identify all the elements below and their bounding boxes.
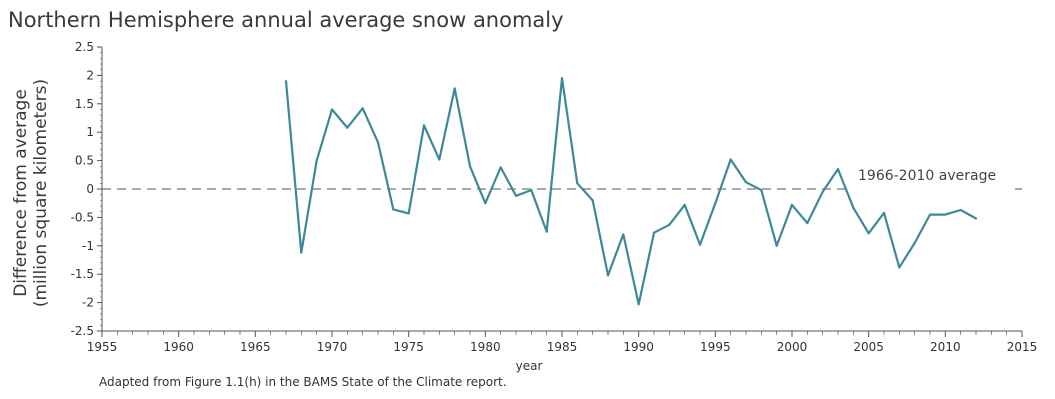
data-point: [637, 303, 640, 306]
data-point: [744, 181, 748, 184]
data-point: [683, 203, 686, 207]
data-point: [560, 77, 564, 80]
y-tick-label: -1.5: [71, 267, 94, 281]
data-point: [790, 203, 794, 207]
data-point: [867, 232, 870, 235]
x-tick-label: 1985: [547, 340, 578, 354]
data-point: [882, 211, 886, 214]
y-tick-label: -0.5: [71, 210, 94, 224]
data-point: [284, 79, 288, 83]
data-point: [346, 126, 349, 129]
data-point: [836, 168, 840, 171]
x-axis-label: year: [516, 359, 543, 373]
data-point: [484, 202, 487, 205]
data-point: [330, 108, 334, 111]
series-line: [284, 77, 977, 306]
y-tick-label: -1: [82, 239, 94, 253]
data-point: [300, 251, 303, 254]
y-axis-label-line2: (million square kilometers): [31, 79, 51, 307]
source-footnote: Adapted from Figure 1.1(h) in the BAMS S…: [99, 375, 507, 389]
data-point: [729, 158, 732, 161]
data-point: [821, 190, 824, 193]
data-point: [928, 213, 932, 216]
y-tick-label: 2: [86, 68, 94, 82]
x-tick-label: 2000: [777, 340, 808, 354]
axes-group: 2.5 2 1.5 1 0.5 0 -0.5 -1 -1.5 -2 -2.5 1955 1960 1965…: [71, 40, 1038, 354]
chart-title: Northern Hemisphere annual average snow …: [8, 8, 564, 32]
data-point: [652, 231, 656, 234]
y-tick-label: 0: [86, 182, 94, 196]
x-tick-label: 1990: [623, 340, 654, 354]
y-tick-label: 1: [86, 125, 94, 139]
data-point: [591, 199, 594, 202]
y-axis-label-line1: Difference from average: [11, 89, 31, 297]
data-point: [606, 274, 610, 277]
x-tick-label: 2005: [853, 340, 884, 354]
data-point: [806, 221, 809, 225]
data-point: [315, 159, 318, 162]
data-point: [913, 241, 916, 245]
data-point: [376, 141, 380, 144]
x-tick-label: 2015: [1007, 340, 1038, 354]
data-point: [622, 233, 625, 236]
x-tick-label: 1970: [317, 340, 348, 354]
data-point: [852, 206, 855, 209]
data-point: [974, 217, 978, 220]
x-tick-label: 1995: [700, 340, 731, 354]
reference-line-label: 1966-2010 average: [858, 168, 996, 184]
data-point: [959, 208, 962, 212]
data-point: [775, 244, 778, 247]
data-point: [576, 182, 579, 185]
data-point: [422, 124, 426, 127]
data-point: [898, 266, 901, 269]
data-point: [530, 189, 533, 192]
data-point: [944, 213, 947, 216]
data-point: [760, 189, 763, 192]
y-tick-label: 2.5: [75, 40, 94, 54]
data-point: [698, 243, 702, 246]
data-point: [668, 223, 671, 226]
y-tick-label: -2: [82, 296, 94, 310]
data-point: [407, 212, 410, 215]
data-point: [514, 194, 518, 197]
data-point: [392, 208, 395, 211]
data-point: [453, 87, 456, 90]
y-tick-label: -2.5: [71, 324, 94, 338]
x-tick-label: 1965: [240, 340, 271, 354]
x-tick-label: 1960: [163, 340, 194, 354]
x-tick-label: 1975: [393, 340, 424, 354]
x-tick-label: 2010: [930, 340, 961, 354]
data-point: [714, 202, 717, 205]
y-tick-label: 0.5: [75, 154, 94, 168]
data-point: [361, 107, 364, 110]
data-point: [438, 158, 441, 161]
y-axis-label: Difference from average (million square …: [11, 79, 51, 307]
x-tick-label: 1955: [87, 340, 118, 354]
series-group: [284, 77, 978, 306]
x-tick-label: 1980: [470, 340, 501, 354]
data-point: [545, 230, 548, 233]
data-point: [499, 166, 502, 169]
y-tick-label: 1.5: [75, 97, 94, 111]
data-point: [468, 165, 472, 168]
